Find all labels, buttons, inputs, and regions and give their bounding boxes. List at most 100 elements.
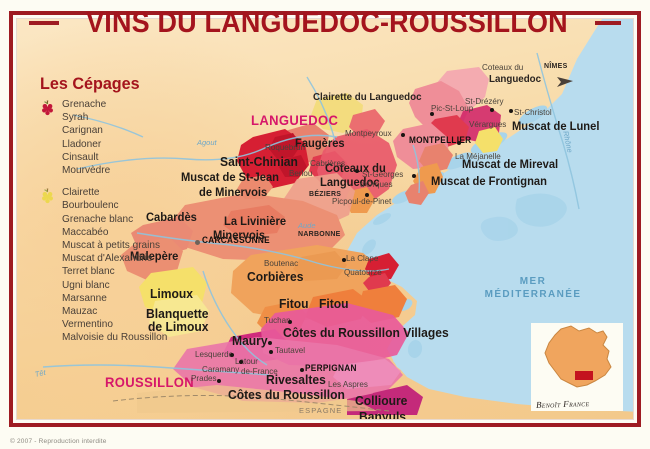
appellation-dot-pic-st-loup <box>430 112 434 116</box>
appellation-tautavel: Tautavel <box>275 345 306 355</box>
city-dot-perpignan <box>300 368 304 372</box>
appellation-tuchan: Tuchan <box>264 315 291 325</box>
appellation-malepere: Malepère <box>130 249 179 263</box>
appellation-rivesaltes: Rivesaltes <box>266 372 326 387</box>
appellation-la-liviniere: La Livinière <box>224 214 287 228</box>
appellation-cotes-du-roussillon: Côtes du Roussillon <box>228 387 345 402</box>
legend-red-grapes-group: Grenache Syrah Carignan Lladoner Cinsaul… <box>40 98 190 177</box>
national-border <box>112 394 390 412</box>
appellation-muscat-de-frontignan: Muscat de Frontignan <box>431 174 547 188</box>
legend-heading: Les Cépages <box>40 74 140 93</box>
cartographer-signature: Benoît France <box>535 398 590 410</box>
appellation-roquebrun: Roquebrun <box>265 142 305 152</box>
appellation-muscat-st-jean-minervois-line1: Muscat de St-Jean <box>181 170 279 184</box>
appellation-picpoul-de-pinet: Picpoul-de-Pinet <box>332 196 392 206</box>
river-label-agout: Agout <box>197 138 217 147</box>
legend-grape-item: Mourvèdre <box>62 164 111 177</box>
red-grape-icon <box>42 100 53 116</box>
zone-label-roussillon: ROUSSILLON <box>105 374 195 390</box>
appellation-dot-tautavel <box>269 350 273 354</box>
legend-grape-item: Muscat à petits grains <box>62 239 161 252</box>
legend-grape-item: Cinsault <box>62 150 99 163</box>
rivers <box>42 52 580 376</box>
appellation-faugeres: Faugères <box>295 136 345 150</box>
sea-label: MER MÉDITERRANÉE <box>484 276 582 300</box>
city-label-carcassonne: CARCASSONNE <box>202 235 270 245</box>
appellation-dot-tuchan <box>288 320 292 324</box>
legend-grape-item: Lladoner <box>62 137 102 150</box>
appellation-blanquette-line1: Blanquette <box>146 306 209 321</box>
city-label-narbonne: NARBONNE <box>298 229 341 238</box>
wine-regions <box>121 67 503 415</box>
appellation-corbieres: Corbières <box>247 269 304 284</box>
city-label-beziers: BÉZIERS <box>309 189 342 198</box>
map-graphics <box>42 19 633 415</box>
appellation-les-aspres: Les Aspres <box>328 379 368 389</box>
legend-grape-item: Ugni blanc <box>62 278 110 291</box>
city-dot-carcassonne <box>195 240 200 245</box>
appellation-boutenac: Boutenac <box>264 258 299 268</box>
appellation-dot-picpoul <box>365 193 369 197</box>
legend-grape-item: Muscat d'Alexandrie <box>62 252 153 265</box>
appellation-st-drezery: St-Drézéry <box>465 96 504 106</box>
appellation-berlou: Berlou <box>289 168 313 178</box>
appellation-pic-st-loup: Pic-St-Loup <box>431 103 474 113</box>
appellation-cabardes: Cabardès <box>146 210 197 224</box>
appellation-latour-de-france-line1: Latour <box>235 356 258 366</box>
appellation-muscat-st-jean-minervois-line2: de Minervois <box>199 185 268 199</box>
city-dot-prades <box>217 379 221 383</box>
appellation-montpeyroux: Montpeyroux <box>345 128 392 138</box>
appellation-banyuls: Banyuls <box>359 409 407 419</box>
city-dot-montpellier <box>457 141 461 145</box>
poster-frame-inner <box>16 18 634 420</box>
city-label-perpignan: PERPIGNAN <box>305 363 357 373</box>
page-title: VINS DU LANGUEDOC-ROUSSILLON <box>86 6 568 39</box>
legend-grape-item: Mauzac <box>62 305 98 318</box>
appellation-caramany: Caramany <box>202 364 240 374</box>
legend-grape-item: Carignan <box>62 124 103 137</box>
city-label-nimes: NÎMES <box>544 61 568 70</box>
appellation-st-christol: St-Christol <box>514 107 552 117</box>
appellation-maury: Maury <box>232 333 268 348</box>
appellation-cabrieres: Cabrières <box>310 158 346 168</box>
appellation-limoux: Limoux <box>150 286 193 301</box>
legend-grape-item: Vermentino <box>62 318 113 331</box>
appellation-muscat-de-lunel: Muscat de Lunel <box>512 119 600 133</box>
appellation-fitou-coastal: Fitou <box>319 296 349 311</box>
title-rule-left <box>29 21 60 25</box>
legend-white-grape-list: Clairette Bourboulenc Grenache blanc Mac… <box>62 186 190 344</box>
appellation-lesquerde: Lesquerde <box>195 349 234 359</box>
river-label-aude: Aude <box>298 221 316 230</box>
highlight-region-rect <box>575 371 593 380</box>
appellation-muscat-de-mireval: Muscat de Mireval <box>462 157 559 171</box>
appellation-coteaux-du-languedoc-line2: Languedoc <box>320 175 380 189</box>
appellation-minervois: Minervois <box>213 228 266 242</box>
france-outline-icon <box>544 325 612 388</box>
appellation-dot-maury <box>268 341 272 345</box>
appellation-blanquette-line2: de Limoux <box>148 319 209 334</box>
copyright-notice: © 2007 - Reproduction interdite <box>10 438 107 445</box>
appellation-verargues: Vérargues <box>469 119 507 129</box>
legend-grape-item: Maccabéo <box>62 225 109 238</box>
white-grape-icon <box>42 188 53 204</box>
appellation-coteaux-du-languedoc-line1: Coteaux du <box>325 161 386 175</box>
legend-grape-item: Malvoisie du Roussillon <box>62 331 168 344</box>
legend-grape-item: Bourboulenc <box>62 199 119 212</box>
legend-red-grape-list: Grenache Syrah Carignan Lladoner Cinsaul… <box>62 98 190 177</box>
city-label-montpellier: MONTPELLIER <box>409 135 472 145</box>
legend-grape-item: Grenache blanc <box>62 212 134 225</box>
appellation-fitou-inland: Fitou <box>279 296 309 311</box>
appellation-la-clape: La Clape <box>346 253 379 263</box>
appellation-coteaux-du-languedoc-north-line1: Coteaux du <box>482 62 524 72</box>
legend-panel: Les Cépages Grenache <box>40 74 190 354</box>
appellation-cotes-du-roussillon-villages: Côtes du Roussillon Villages <box>283 325 449 340</box>
legend-grape-item: Clairette <box>62 186 100 199</box>
appellation-collioure: Collioure <box>355 393 408 408</box>
france-locator-inset: Benoît France <box>531 323 623 411</box>
legend-grape-item: Syrah <box>62 111 89 124</box>
appellation-st-georges-dorques-line1: St-Georges <box>362 169 404 179</box>
city-label-prades: Prades <box>191 373 217 383</box>
appellation-dot-cabrieres <box>355 169 359 173</box>
appellation-clairette-du-languedoc: Clairette du Languedoc <box>313 91 422 103</box>
